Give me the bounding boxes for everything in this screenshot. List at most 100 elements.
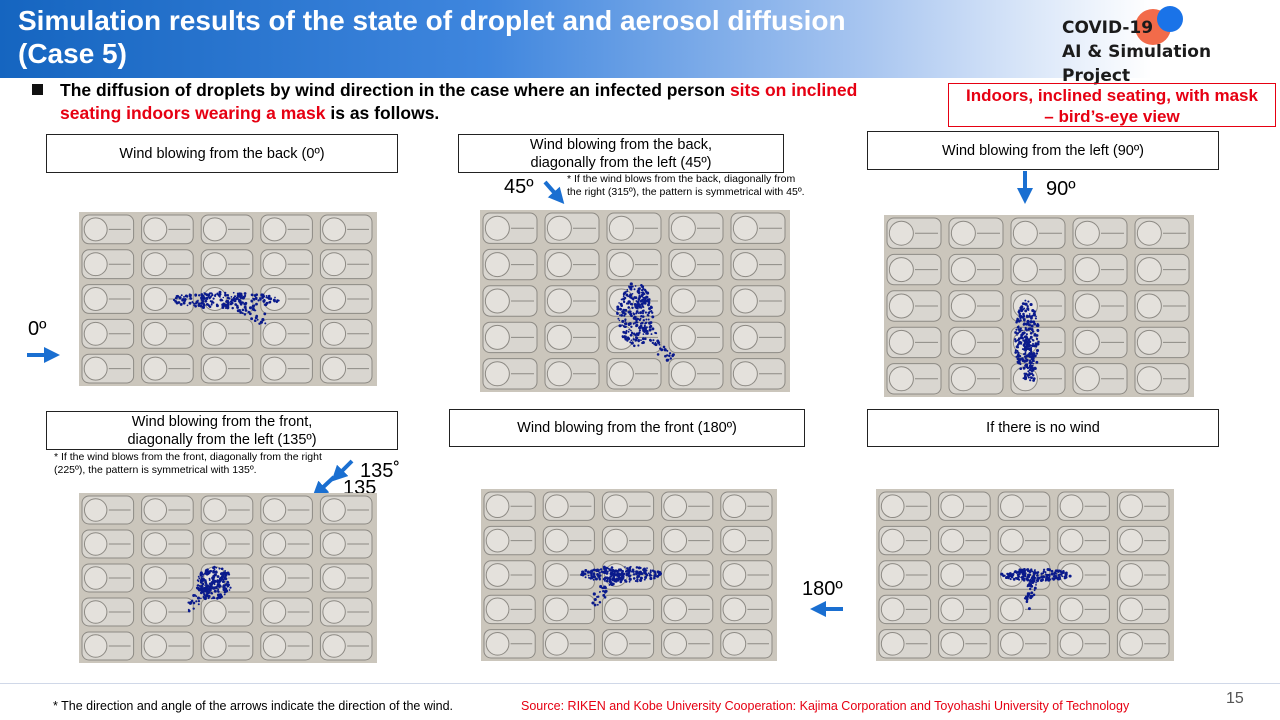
seated-person-figure [81, 529, 135, 559]
seated-person-figure [938, 629, 991, 659]
seated-person-figure [319, 249, 373, 280]
seated-person-figure [200, 214, 254, 245]
seated-person-figure [606, 212, 662, 244]
lead-text-1: The diffusion of droplets by wind direct… [60, 80, 730, 100]
seated-person-figure [601, 491, 655, 521]
seated-person-figure [601, 594, 655, 625]
seated-person-figure [601, 525, 655, 556]
sim-panel-180deg [481, 489, 777, 661]
seated-person-figure [483, 629, 536, 659]
seated-person-figure [938, 525, 991, 556]
seated-person-figure [1116, 594, 1170, 625]
seated-person-figure [260, 631, 313, 661]
seated-person-figure [668, 321, 724, 354]
seated-person-figure [938, 560, 991, 590]
seated-person-figure [542, 629, 595, 659]
seated-person-figure [661, 629, 714, 659]
seated-person-figure [1072, 290, 1128, 322]
sim-panel-no-wind [876, 489, 1174, 661]
seated-person-figure [483, 560, 536, 590]
seated-person-figure [81, 249, 135, 280]
seated-person-figure [997, 491, 1051, 521]
seated-person-figure [878, 525, 932, 556]
wind-arrow-135a-icon [331, 459, 354, 482]
droplet-cloud [187, 565, 232, 613]
droplet-cloud [1014, 299, 1040, 382]
seated-person-figure [1010, 363, 1066, 395]
seated-person-figure [878, 629, 932, 659]
seated-person-figure [260, 495, 313, 525]
seated-person-figure [319, 597, 373, 627]
footer-source: Source: RIKEN and Kobe University Cooper… [521, 699, 1130, 713]
seated-person-figure [997, 629, 1051, 659]
seated-person-figure [81, 631, 135, 661]
title-line-2: (Case 5) [18, 38, 127, 69]
seated-person-figure [81, 284, 135, 314]
seated-person-figure [606, 285, 662, 317]
seated-person-figure [938, 491, 991, 521]
seated-person-figure [319, 353, 373, 384]
seated-person-figure [1010, 253, 1066, 286]
wind-arrow-45-icon [543, 180, 565, 205]
seated-person-figure [141, 249, 194, 280]
seated-person-figure [482, 248, 538, 281]
seated-person-figure [81, 495, 135, 525]
lead-text-3: is as follows. [325, 103, 440, 123]
seated-person-figure [542, 491, 595, 521]
sim-panel-90deg [884, 215, 1194, 397]
sim-panel-135deg [79, 493, 377, 663]
seated-person-figure [1116, 491, 1170, 521]
seated-person-figure [544, 285, 600, 317]
seated-person-figure [668, 248, 724, 281]
seated-person-figure [319, 318, 373, 349]
seated-person-figure [141, 284, 194, 314]
lead-text-highlight: sits on inclined seating indoors wearing… [60, 80, 858, 123]
seated-person-figure [200, 495, 254, 525]
seated-person-figure [141, 214, 194, 245]
seated-person-figure [878, 491, 932, 521]
seated-person-figure [1134, 217, 1190, 249]
seated-person-figure [141, 353, 194, 384]
logo-circle-blue [1157, 6, 1183, 32]
seated-person-figure [200, 353, 254, 384]
caption-no-wind: If there is no wind [867, 409, 1219, 447]
seated-person-figure [260, 597, 313, 627]
seated-person-figure [938, 594, 991, 625]
seat-grid [481, 489, 777, 661]
seated-person-figure [1057, 560, 1110, 590]
seated-person-figure [1072, 363, 1128, 395]
seated-person-figure [948, 217, 1004, 249]
seated-person-figure [544, 321, 600, 354]
seated-person-figure [886, 290, 942, 322]
caption-0deg: Wind blowing from the back (0º) [46, 134, 398, 173]
droplet-cloud [172, 290, 280, 325]
seated-person-figure [141, 631, 194, 661]
seated-person-figure [886, 217, 942, 249]
caption-180deg: Wind blowing from the front (180º) [449, 409, 805, 447]
angle-label-180: 180º [802, 578, 843, 600]
seated-person-figure [482, 285, 538, 317]
seated-person-figure [948, 326, 1004, 359]
seated-person-figure [141, 563, 194, 593]
seated-person-figure [1134, 363, 1190, 395]
seated-person-figure [482, 212, 538, 244]
note-45deg: * If the wind blows from the back, diago… [567, 173, 805, 198]
seated-person-figure [319, 563, 373, 593]
seated-person-figure [542, 560, 595, 590]
seated-person-figure [997, 525, 1051, 556]
seated-person-figure [1057, 491, 1110, 521]
seat-grid [79, 493, 377, 663]
title-line-1: Simulation results of the state of dropl… [18, 5, 846, 36]
seated-person-figure [319, 284, 373, 314]
droplet-cloud [616, 282, 675, 362]
seated-person-figure [260, 353, 313, 384]
footer-divider [0, 683, 1280, 684]
caption-45deg: Wind blowing from the back, diagonally fr… [458, 134, 784, 173]
seated-person-figure [200, 597, 254, 627]
seated-person-figure [200, 529, 254, 559]
seated-person-figure [542, 525, 595, 556]
seated-person-figure [200, 249, 254, 280]
seated-person-figure [141, 495, 194, 525]
seated-person-figure [200, 318, 254, 349]
seated-person-figure [1134, 326, 1190, 359]
